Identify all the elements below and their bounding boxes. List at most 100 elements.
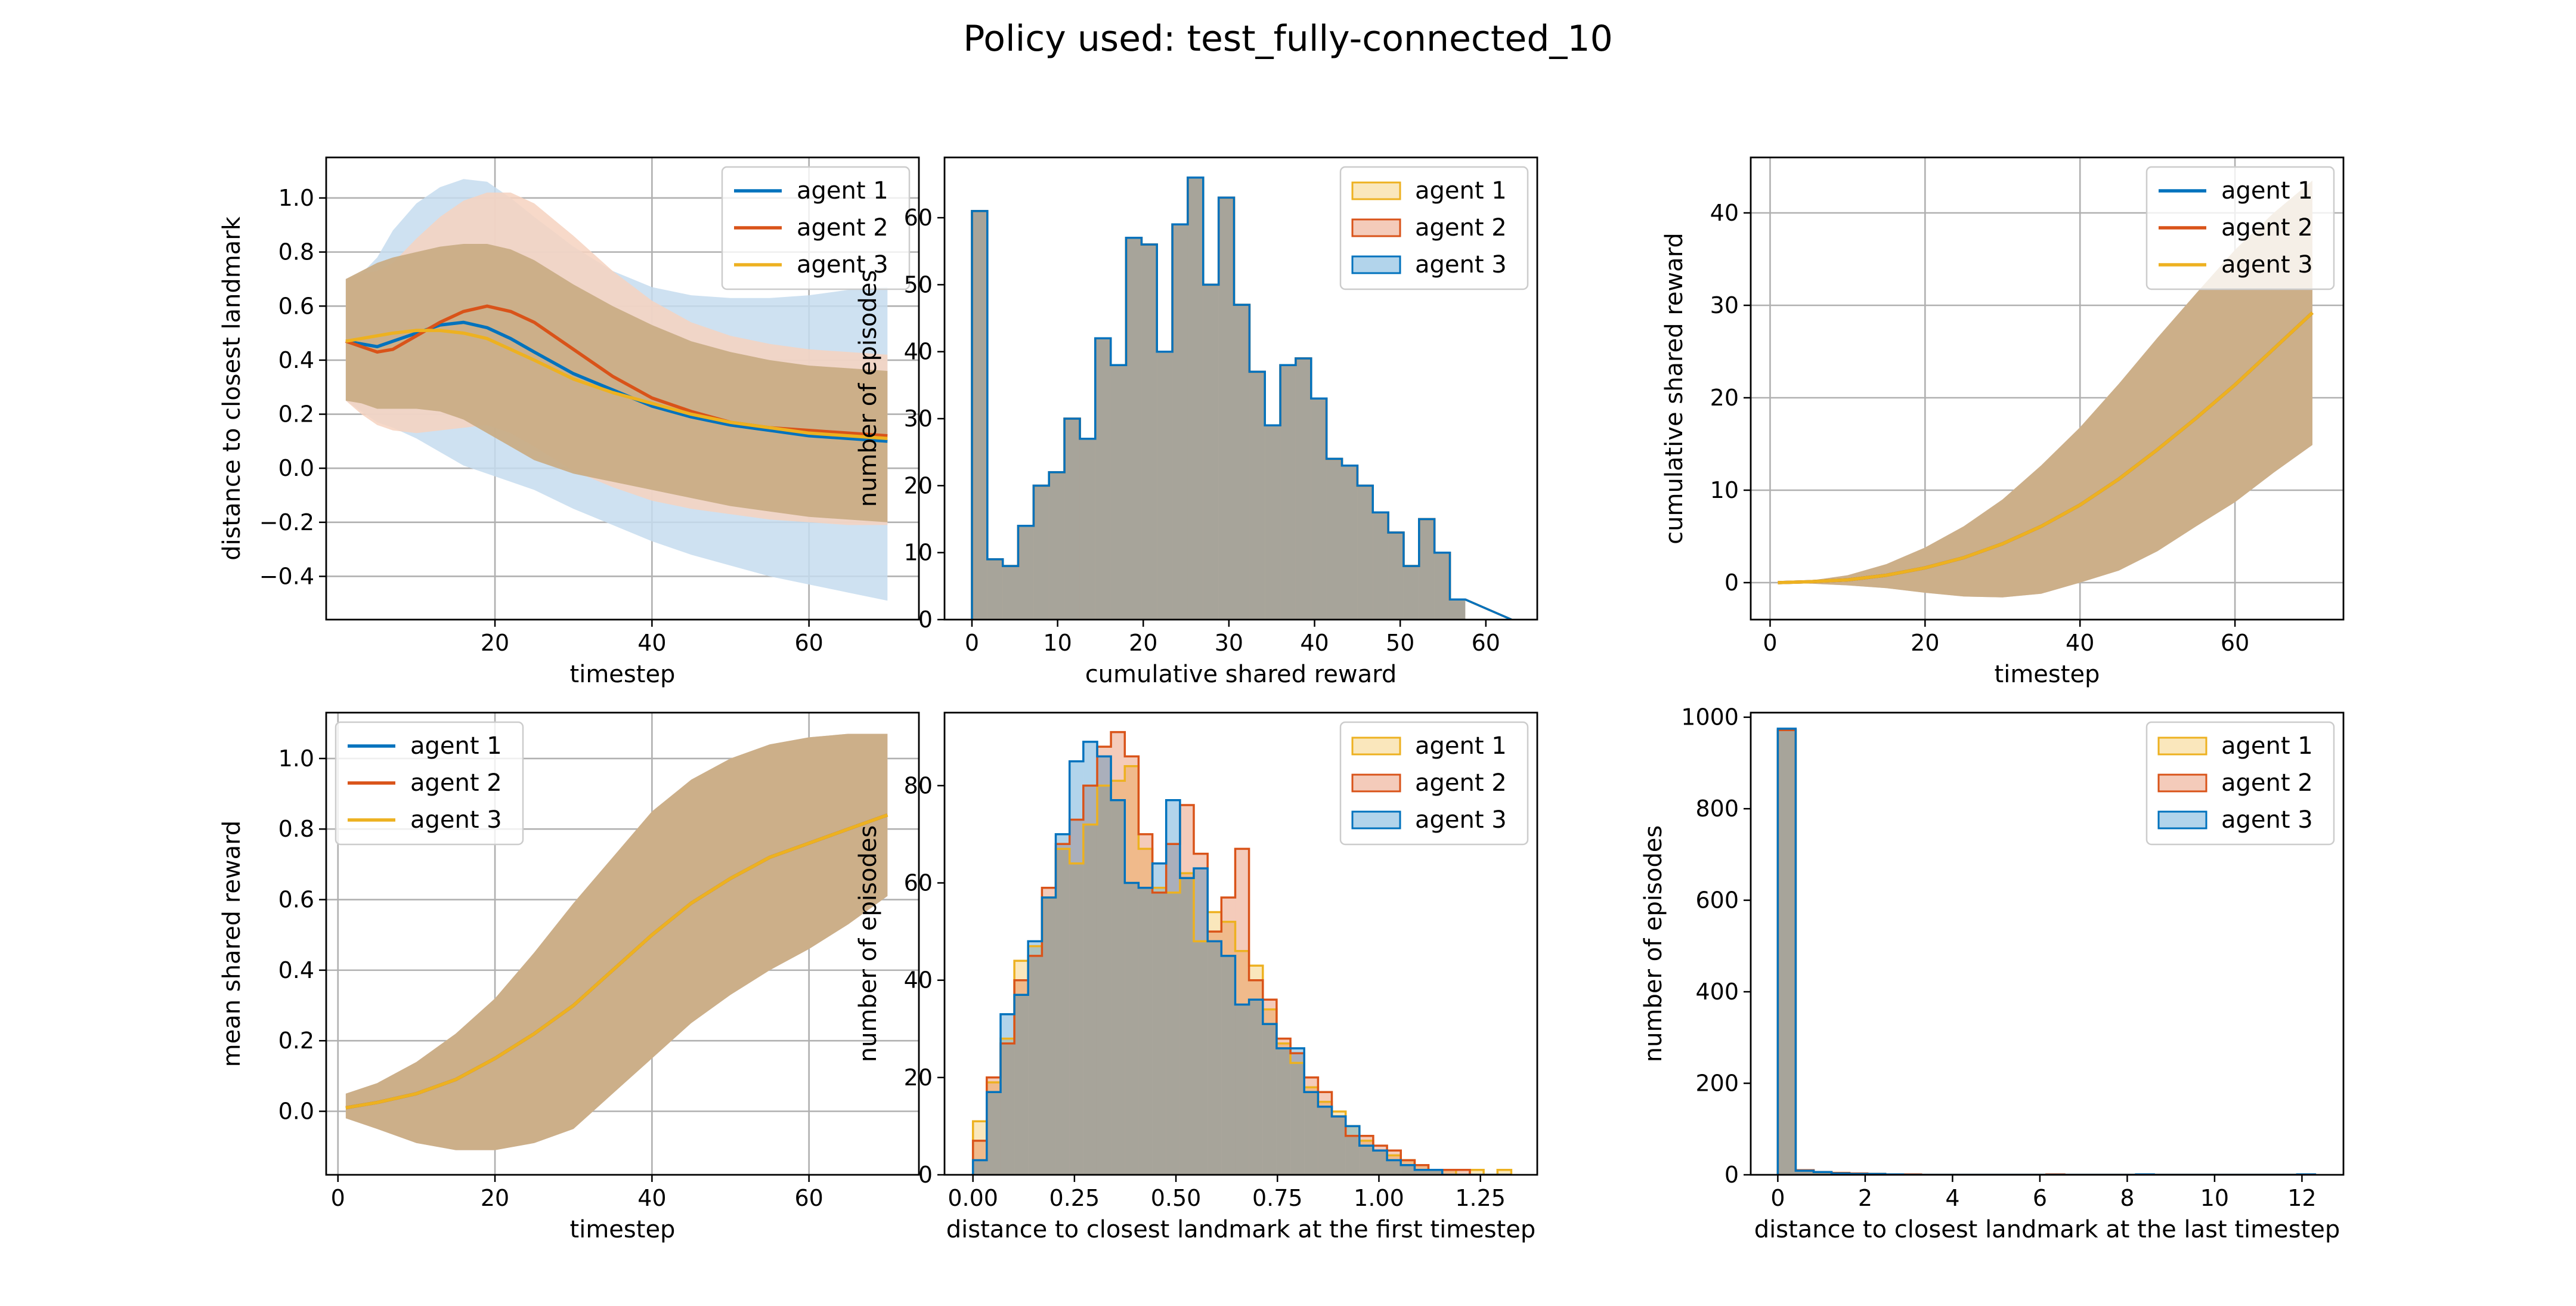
histogram-bar-agent-3 [1342,465,1358,620]
y-tick-label: 80 [904,772,933,799]
y-tick-label: 0.4 [278,347,314,373]
histogram-bar-agent-3 [1049,472,1065,620]
histogram-bar-agent-3 [1401,1165,1415,1175]
histogram-bar-agent-1 [1401,1160,1415,1175]
y-tick-label: 40 [904,339,933,365]
histogram-bar-agent-3 [1428,1169,1442,1175]
histogram-bar-agent-2 [1403,566,1419,620]
histogram-bar-agent-1 [1332,1111,1346,1175]
x-axis-label: timestep [570,1216,676,1243]
histogram-bar-agent-3 [1295,358,1311,620]
histogram-bar-agent-1 [1304,1087,1318,1175]
histogram-bar-agent-3 [1033,485,1049,620]
histogram-bar-agent-3 [1387,1160,1401,1175]
histogram-bar-agent-1 [1434,552,1450,620]
legend-label-agent-1: agent 1 [2221,177,2313,205]
plot-area [1778,180,2314,598]
histogram-bar-agent-3 [1318,1106,1332,1175]
histogram-bar-agent-2 [1813,1172,1832,1175]
x-tick-label: 8 [2120,1185,2134,1211]
legend-swatch-agent-3 [1351,810,1401,830]
legend-swatch-agent-1 [1351,736,1401,756]
legend-label-agent-2: agent 2 [1415,214,1507,242]
histogram-bar-agent-2 [1110,365,1126,620]
histogram-bar-agent-2 [971,211,987,620]
x-axis-label: timestep [570,661,676,688]
histogram-bar-agent-3 [1055,834,1070,1175]
x-tick-label: 0.00 [948,1185,998,1211]
axes-frame [325,156,920,621]
histogram-bar-agent-3 [1208,941,1222,1175]
histogram-bar-agent-2 [1442,1169,1456,1175]
legend-label-agent-3: agent 3 [1415,251,1507,278]
y-tick-label: 0 [918,606,933,633]
legend-swatch-agent-1 [1351,181,1401,200]
histogram-bar-agent-2 [1042,887,1056,1175]
histogram-bar-agent-3 [1280,365,1296,620]
y-axis-label: distance to closest landmark [218,216,246,561]
histogram-outline-agent-3 [971,176,1512,620]
x-tick-label: 2 [1858,1185,1872,1211]
y-tick-label: 1000 [1681,704,1739,731]
histogram-bar-agent-2 [1095,338,1111,620]
histogram-bar-agent-1 [1152,887,1166,1175]
x-tick-label: 0.75 [1252,1185,1303,1211]
histogram-bar-agent-3 [1345,1126,1360,1175]
histogram-bar-agent-1 [1095,338,1111,620]
histogram-bar-agent-1 [1187,177,1203,620]
histogram-bar-agent-3 [1172,224,1188,620]
histogram-bar-agent-1 [1419,519,1435,620]
x-tick-label: 40 [2066,630,2094,656]
histogram-bar-agent-1 [1373,1150,1388,1175]
x-tick-label: 1.25 [1455,1185,1506,1211]
histogram-bar-agent-1 [1218,197,1234,620]
x-tick-label: 40 [1300,630,1329,656]
histogram-bar-agent-2 [1456,1169,1470,1175]
subplot-grid: 20 40 60−0.4−0.20.00.20.40.60.81.0timestep… [218,156,2345,1243]
histogram-bar-agent-1 [1373,512,1389,620]
histogram-bar-agent-1 [1042,898,1056,1175]
histogram-bar-agent-1 [1064,419,1080,620]
legend-label-agent-1: agent 1 [1415,732,1507,760]
histogram-bar-agent-1 [973,1121,987,1175]
legend-swatch-agent-2 [1351,773,1401,793]
histogram-bar-agent-1 [1357,485,1373,620]
histogram-bar-agent-3 [1249,999,1263,1175]
histogram-bar-agent-1 [1141,245,1157,620]
histogram-bar-agent-3 [1235,1004,1249,1175]
legend-box [2145,166,2335,290]
subplot-p3: 0 20 40 60 0 10 20 30 40 timestep cumulative share… [1661,156,2345,688]
y-tick-label: −0.4 [259,563,314,589]
histogram-outline-agent-3 [971,741,1512,1175]
x-tick-label: 60 [795,630,823,656]
histogram-bar-agent-3 [1419,519,1435,620]
histogram-bar-agent-1 [1221,921,1236,1175]
x-tick-label: 0 [1770,1185,1785,1211]
histogram-bar-agent-2 [1033,485,1049,620]
y-tick-label: 200 [1695,1070,1739,1097]
histogram-bar-agent-3 [1357,485,1373,620]
histogram-bar-agent-2 [1152,892,1166,1175]
histogram-bar-agent-1 [1497,1169,1512,1175]
histogram-bar-agent-2 [1249,372,1265,620]
histogram-bar-agent-3 [1095,338,1111,620]
x-axis-label: cumulative shared reward [1085,661,1397,688]
histogram-bar-agent-1 [1249,372,1265,620]
y-tick-label: 0.4 [278,957,314,983]
histogram-bar-agent-3 [1018,525,1034,620]
histogram-bar-agent-3 [1014,995,1029,1175]
histogram-bar-agent-1 [1097,785,1111,1175]
legend-label-agent-2: agent 2 [410,769,502,797]
histogram-bar-agent-2 [1304,1077,1318,1175]
histogram-bar-agent-3 [987,559,1003,620]
x-tick-label: 0.25 [1049,1185,1100,1211]
legend-box [2145,721,2335,846]
histogram-bar-agent-3 [1359,1146,1373,1175]
histogram-bar-agent-1 [1234,305,1250,620]
histogram-bar-agent-1 [986,1082,1001,1175]
histogram-bar-agent-1 [1778,730,1796,1175]
histogram-bar-agent-2 [1000,1043,1015,1175]
x-tick-label: 0 [1763,630,1777,656]
legend-swatch-agent-2 [1351,218,1401,237]
confidence-band-agent-3 [345,734,888,1150]
